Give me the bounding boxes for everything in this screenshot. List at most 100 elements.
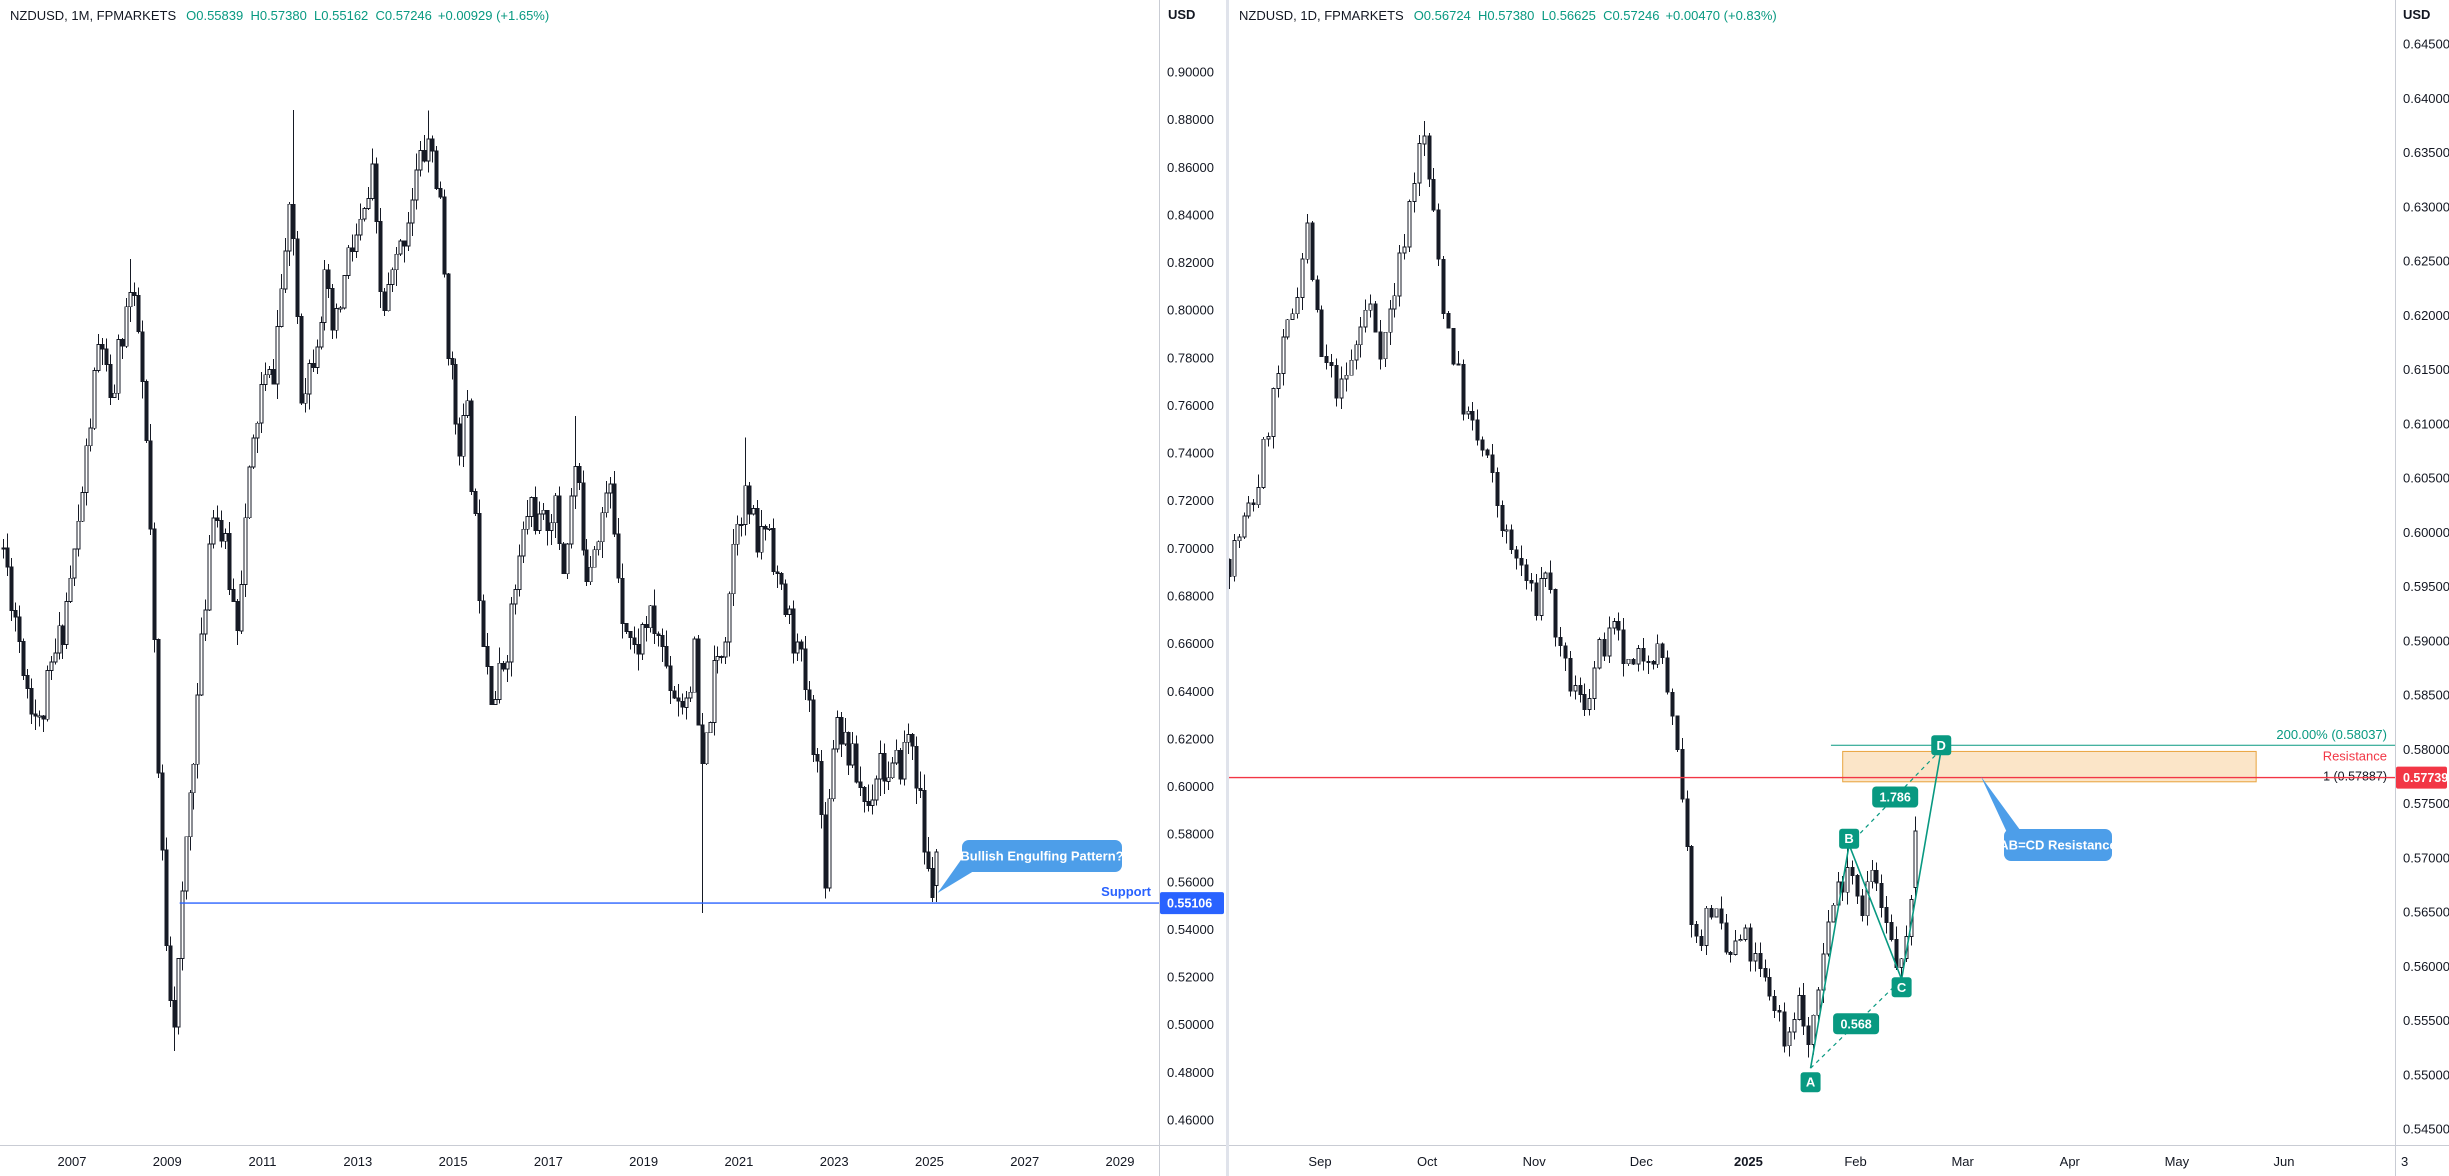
svg-text:2013: 2013 [343, 1154, 372, 1169]
resistance-zone[interactable] [1842, 750, 2257, 783]
svg-text:B: B [1844, 831, 1853, 846]
callout-annotation[interactable]: Bullish Engulfing Pattern? [937, 840, 1124, 894]
svg-text:2027: 2027 [1010, 1154, 1039, 1169]
svg-text:0.72000: 0.72000 [1167, 493, 1214, 508]
svg-text:Mar: Mar [1951, 1154, 1974, 1169]
svg-text:D: D [1937, 738, 1946, 753]
axis-currency-label: USD [1168, 7, 1196, 22]
axis-lines [0, 0, 1226, 1176]
svg-text:0.56000: 0.56000 [2403, 959, 2449, 974]
svg-text:0.60000: 0.60000 [1167, 779, 1214, 794]
symbol-title[interactable]: NZDUSD, 1D, FPMARKETS [1239, 8, 1404, 23]
pattern-point-D: D [1931, 735, 1952, 756]
svg-text:2029: 2029 [1106, 1154, 1135, 1169]
callout-annotation[interactable]: AB=CD Resistance [1980, 776, 2117, 861]
abcd-pattern[interactable]: 0.568 1.786 A B C D [1800, 735, 1952, 1093]
time-axis[interactable] [1229, 1145, 2449, 1176]
chart-legend-monthly: NZDUSD, 1M, FPMARKETS O0.55839 H0.57380 L… [10, 8, 549, 23]
svg-text:0.62500: 0.62500 [2403, 254, 2449, 269]
svg-text:2017: 2017 [534, 1154, 563, 1169]
time-axis[interactable] [0, 1145, 1226, 1176]
svg-text:0.64000: 0.64000 [1167, 684, 1214, 699]
svg-text:Jun: Jun [2274, 1154, 2295, 1169]
candlesticks [1229, 121, 1918, 1058]
monthly-chart-pane: 0.46000 0.48000 0.50000 0.52000 0.54000 0.560… [0, 0, 1226, 1176]
change-value: +0.00470 (+0.83%) [1665, 8, 1777, 23]
svg-text:0.46000: 0.46000 [1167, 1113, 1214, 1128]
symbol-title[interactable]: NZDUSD, 1M, FPMARKETS [10, 8, 177, 23]
svg-text:0.63500: 0.63500 [2403, 145, 2449, 160]
svg-text:0.57500: 0.57500 [2403, 796, 2449, 811]
svg-text:Oct: Oct [1417, 1154, 1438, 1169]
pattern-point-A: A [1800, 1072, 1821, 1093]
svg-text:0.60500: 0.60500 [2403, 471, 2449, 486]
chart-legend-daily: NZDUSD, 1D, FPMARKETS O0.56724 H0.57380 L… [1239, 8, 1777, 23]
pattern-point-B: B [1839, 828, 1860, 849]
svg-text:2021: 2021 [724, 1154, 753, 1169]
svg-text:1.786: 1.786 [1880, 790, 1911, 804]
svg-text:Apr: Apr [2060, 1154, 2081, 1169]
svg-text:0.54000: 0.54000 [1167, 922, 1214, 937]
time-tick-labels: 2007 2009 2011 2013 2015 2017 2019 2021 2023 2025… [58, 1154, 1135, 1169]
svg-text:0.56500: 0.56500 [2403, 905, 2449, 920]
change-value: +0.00929 (+1.65%) [437, 8, 550, 23]
price-axis[interactable] [1159, 0, 1226, 1176]
svg-text:0.57000: 0.57000 [2403, 850, 2449, 865]
daily-chart-pane: 0.54500 0.55000 0.55500 0.56000 0.56500 0.570… [1229, 0, 2449, 1176]
svg-text:0.48000: 0.48000 [1167, 1065, 1214, 1080]
svg-text:2023: 2023 [820, 1154, 849, 1169]
svg-text:2025: 2025 [1734, 1154, 1763, 1169]
price-axis[interactable] [2395, 0, 2449, 1176]
svg-text:2009: 2009 [153, 1154, 182, 1169]
zone-labels: Resistance 1 (0.57887) [2323, 748, 2387, 783]
pattern-point-C: C [1891, 977, 1912, 998]
svg-text:0.55000: 0.55000 [2403, 1067, 2449, 1082]
svg-text:0.568: 0.568 [1840, 1017, 1871, 1031]
pane-divider[interactable] [1226, 0, 1229, 1176]
svg-text:0.50000: 0.50000 [1167, 1017, 1214, 1032]
svg-text:0.68000: 0.68000 [1167, 589, 1214, 604]
svg-text:May: May [2165, 1154, 2190, 1169]
svg-text:0.59000: 0.59000 [2403, 633, 2449, 648]
svg-text:0.78000: 0.78000 [1167, 350, 1214, 365]
svg-text:2015: 2015 [439, 1154, 468, 1169]
candlesticks [1, 110, 939, 1051]
daily-chart-canvas[interactable]: 0.54500 0.55000 0.55500 0.56000 0.56500 0.570… [1229, 0, 2449, 1176]
svg-text:0.55106: 0.55106 [1167, 897, 1212, 911]
svg-text:0.62000: 0.62000 [1167, 731, 1214, 746]
support-line[interactable]: Support [179, 884, 1159, 904]
ac-ratio-label: 0.568 [1833, 1013, 1880, 1035]
svg-text:0.76000: 0.76000 [1167, 398, 1214, 413]
svg-text:Resistance: Resistance [2323, 748, 2387, 763]
monthly-chart-canvas[interactable]: 0.46000 0.48000 0.50000 0.52000 0.54000 0.560… [0, 0, 1226, 1176]
svg-text:AB=CD Resistance: AB=CD Resistance [1999, 838, 2116, 853]
svg-text:2011: 2011 [249, 1154, 277, 1169]
svg-text:Feb: Feb [1844, 1154, 1866, 1169]
svg-text:2019: 2019 [629, 1154, 658, 1169]
svg-text:Support: Support [1101, 884, 1151, 899]
svg-text:0.58000: 0.58000 [2403, 742, 2449, 757]
svg-text:0.82000: 0.82000 [1167, 255, 1214, 270]
svg-text:0.84000: 0.84000 [1167, 207, 1214, 222]
ohlc-values: O0.55839 H0.57380 L0.55162 C0.57246 [186, 8, 432, 23]
svg-text:0.61000: 0.61000 [2403, 416, 2449, 431]
svg-text:Dec: Dec [1630, 1154, 1654, 1169]
svg-text:0.63000: 0.63000 [2403, 199, 2449, 214]
svg-text:Nov: Nov [1523, 1154, 1547, 1169]
fib-extension-line[interactable]: 200.00% (0.58037) [1830, 727, 2395, 746]
svg-text:C: C [1897, 980, 1907, 995]
svg-text:0.59500: 0.59500 [2403, 579, 2449, 594]
svg-text:0.66000: 0.66000 [1167, 636, 1214, 651]
svg-text:0.70000: 0.70000 [1167, 541, 1214, 556]
svg-text:0.52000: 0.52000 [1167, 970, 1214, 985]
svg-text:0.54500: 0.54500 [2403, 1122, 2449, 1137]
svg-text:0.64500: 0.64500 [2403, 37, 2449, 52]
svg-text:0.58000: 0.58000 [1167, 827, 1214, 842]
axis-currency-label: USD [2403, 7, 2431, 22]
svg-text:0.64000: 0.64000 [2403, 91, 2449, 106]
svg-text:0.55500: 0.55500 [2403, 1013, 2449, 1028]
svg-text:3: 3 [2401, 1154, 2408, 1169]
svg-text:2025: 2025 [915, 1154, 944, 1169]
svg-text:0.61500: 0.61500 [2403, 362, 2449, 377]
svg-text:0.74000: 0.74000 [1167, 446, 1214, 461]
